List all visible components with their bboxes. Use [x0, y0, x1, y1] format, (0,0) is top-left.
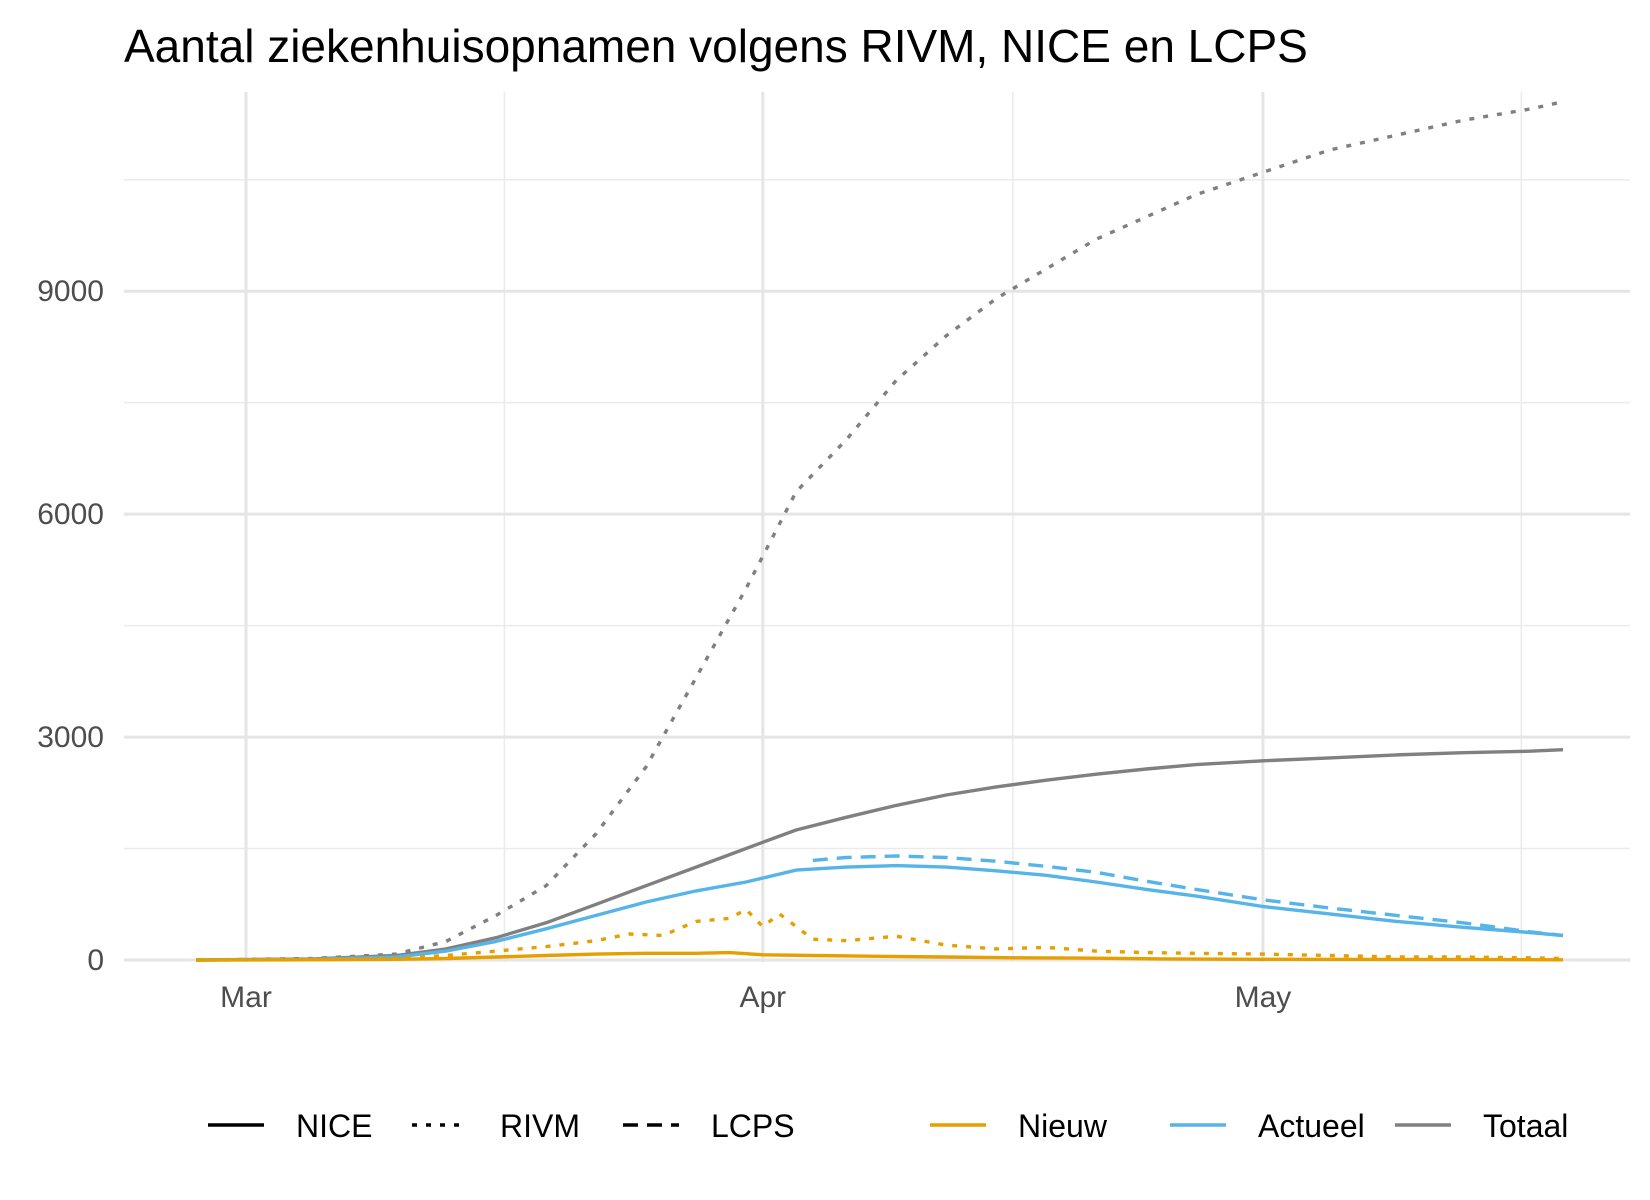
y-tick-label: 9000	[37, 275, 104, 308]
legend-label-lcps: LCPS	[711, 1108, 795, 1144]
chart-title: Aantal ziekenhuisopnamen volgens RIVM, N…	[124, 20, 1308, 72]
series-layer	[195, 100, 1564, 962]
legend-label-nice: NICE	[296, 1108, 372, 1144]
legend-label-actueel: Actueel	[1258, 1108, 1365, 1144]
series-line-rivm-totaal	[195, 100, 1564, 962]
series-line-nice-actueel	[195, 863, 1564, 962]
axis-layer: 0 3000 6000 9000 Mar Apr May	[37, 275, 1291, 1014]
y-tick-label: 6000	[37, 498, 104, 531]
x-tick-label: Mar	[220, 981, 272, 1014]
x-tick-label: Apr	[739, 981, 786, 1014]
legend-label-nieuw: Nieuw	[1018, 1108, 1108, 1144]
series-line-nice-nieuw	[195, 950, 1564, 962]
legend: NICE RIVM LCPS Nieuw Actueel Totaal	[208, 1108, 1568, 1144]
series-line-lcps-actueel	[812, 854, 1564, 938]
y-tick-label: 0	[87, 944, 104, 977]
legend-label-rivm: RIVM	[500, 1108, 580, 1144]
legend-label-totaal: Totaal	[1483, 1108, 1568, 1144]
x-tick-label: May	[1235, 981, 1292, 1014]
series-line-nice-totaal	[195, 748, 1564, 962]
y-tick-label: 3000	[37, 721, 104, 754]
grid-layer	[124, 92, 1630, 962]
